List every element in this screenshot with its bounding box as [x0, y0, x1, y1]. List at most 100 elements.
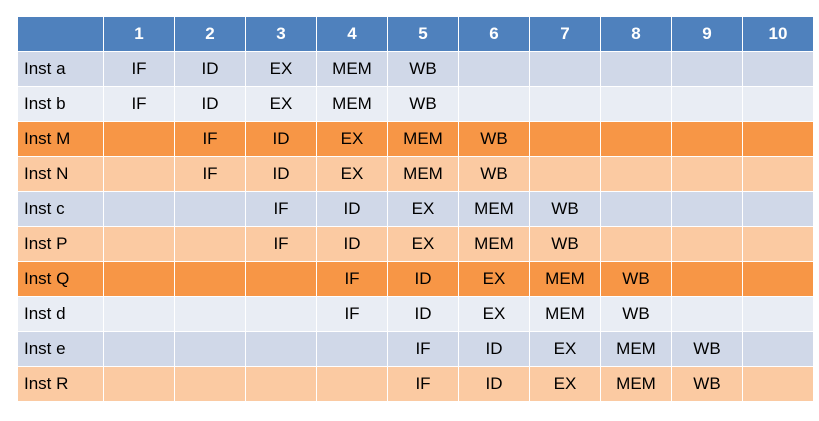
- stage-cell: [601, 122, 671, 156]
- stage-cell: [672, 192, 742, 226]
- stage-cell: WB: [672, 332, 742, 366]
- instruction-label: Inst b: [18, 87, 103, 121]
- cycle-header: 5: [388, 17, 458, 51]
- stage-cell: WB: [459, 157, 529, 191]
- cycle-header: 1: [104, 17, 174, 51]
- instruction-row: Inst P IF ID EX MEM WB: [18, 227, 813, 261]
- instruction-row: Inst e IF ID EX MEM WB: [18, 332, 813, 366]
- stage-cell: EX: [459, 262, 529, 296]
- stage-cell: MEM: [601, 367, 671, 401]
- stage-cell: IF: [246, 192, 316, 226]
- stage-cell: MEM: [317, 87, 387, 121]
- stage-cell: EX: [530, 332, 600, 366]
- stage-cell: [104, 157, 174, 191]
- pipeline-table: 1 2 3 4 5 6 7 8 9 10 Inst a IF ID EX MEM WB In…: [17, 16, 814, 402]
- stage-cell: WB: [601, 262, 671, 296]
- stage-cell: ID: [388, 262, 458, 296]
- stage-cell: WB: [672, 367, 742, 401]
- stage-cell: [104, 262, 174, 296]
- stage-cell: [530, 122, 600, 156]
- cycle-header: 9: [672, 17, 742, 51]
- stage-cell: WB: [388, 52, 458, 86]
- cycle-header: 10: [743, 17, 813, 51]
- stage-cell: [175, 332, 245, 366]
- instruction-row: Inst R IF ID EX MEM WB: [18, 367, 813, 401]
- stage-cell: [104, 297, 174, 331]
- stage-cell: WB: [388, 87, 458, 121]
- stage-cell: EX: [530, 367, 600, 401]
- stage-cell: [104, 367, 174, 401]
- stage-cell: EX: [388, 192, 458, 226]
- stage-cell: [672, 227, 742, 261]
- header-row: 1 2 3 4 5 6 7 8 9 10: [18, 17, 813, 51]
- stage-cell: [672, 122, 742, 156]
- stage-cell: MEM: [459, 192, 529, 226]
- instruction-label: Inst d: [18, 297, 103, 331]
- stage-cell: [601, 87, 671, 121]
- stage-cell: [104, 122, 174, 156]
- stage-cell: WB: [601, 297, 671, 331]
- stage-cell: [246, 367, 316, 401]
- stage-cell: [672, 87, 742, 121]
- stage-cell: [104, 192, 174, 226]
- stage-cell: [175, 367, 245, 401]
- stage-cell: EX: [246, 87, 316, 121]
- instruction-row: Inst b IF ID EX MEM WB: [18, 87, 813, 121]
- instruction-row: Inst d IF ID EX MEM WB: [18, 297, 813, 331]
- stage-cell: [672, 297, 742, 331]
- instruction-label: Inst M: [18, 122, 103, 156]
- stage-cell: ID: [175, 87, 245, 121]
- stage-cell: ID: [317, 192, 387, 226]
- stage-cell: IF: [317, 297, 387, 331]
- cycle-header: 7: [530, 17, 600, 51]
- stage-cell: MEM: [388, 157, 458, 191]
- stage-cell: [246, 297, 316, 331]
- stage-cell: WB: [459, 122, 529, 156]
- stage-cell: EX: [388, 227, 458, 261]
- stage-cell: [743, 122, 813, 156]
- instruction-row: Inst M IF ID EX MEM WB: [18, 122, 813, 156]
- stage-cell: MEM: [530, 262, 600, 296]
- stage-cell: IF: [317, 262, 387, 296]
- stage-cell: [601, 52, 671, 86]
- stage-cell: [175, 262, 245, 296]
- stage-cell: [175, 227, 245, 261]
- stage-cell: [530, 87, 600, 121]
- instruction-row: Inst a IF ID EX MEM WB: [18, 52, 813, 86]
- stage-cell: [601, 157, 671, 191]
- stage-cell: [175, 192, 245, 226]
- stage-cell: IF: [175, 157, 245, 191]
- stage-cell: IF: [388, 367, 458, 401]
- stage-cell: [743, 297, 813, 331]
- stage-cell: ID: [459, 367, 529, 401]
- stage-cell: [672, 262, 742, 296]
- stage-cell: [743, 332, 813, 366]
- stage-cell: EX: [246, 52, 316, 86]
- stage-cell: [743, 262, 813, 296]
- cycle-header: 4: [317, 17, 387, 51]
- instruction-row: Inst c IF ID EX MEM WB: [18, 192, 813, 226]
- stage-cell: [530, 52, 600, 86]
- instruction-label: Inst e: [18, 332, 103, 366]
- stage-cell: [743, 367, 813, 401]
- stage-cell: [672, 52, 742, 86]
- pipeline-body: Inst a IF ID EX MEM WB Inst b IF ID EX MEM WB Inst M…: [18, 52, 813, 401]
- stage-cell: ID: [246, 122, 316, 156]
- stage-cell: ID: [388, 297, 458, 331]
- cycle-header: 8: [601, 17, 671, 51]
- stage-cell: MEM: [601, 332, 671, 366]
- instruction-label: Inst Q: [18, 262, 103, 296]
- instruction-label: Inst c: [18, 192, 103, 226]
- stage-cell: [601, 227, 671, 261]
- stage-cell: [459, 52, 529, 86]
- stage-cell: EX: [317, 157, 387, 191]
- stage-cell: MEM: [317, 52, 387, 86]
- stage-cell: [743, 87, 813, 121]
- stage-cell: [246, 262, 316, 296]
- stage-cell: [743, 157, 813, 191]
- stage-cell: [317, 367, 387, 401]
- stage-cell: IF: [388, 332, 458, 366]
- stage-cell: [246, 332, 316, 366]
- cycle-header: 3: [246, 17, 316, 51]
- instruction-row: Inst Q IF ID EX MEM WB: [18, 262, 813, 296]
